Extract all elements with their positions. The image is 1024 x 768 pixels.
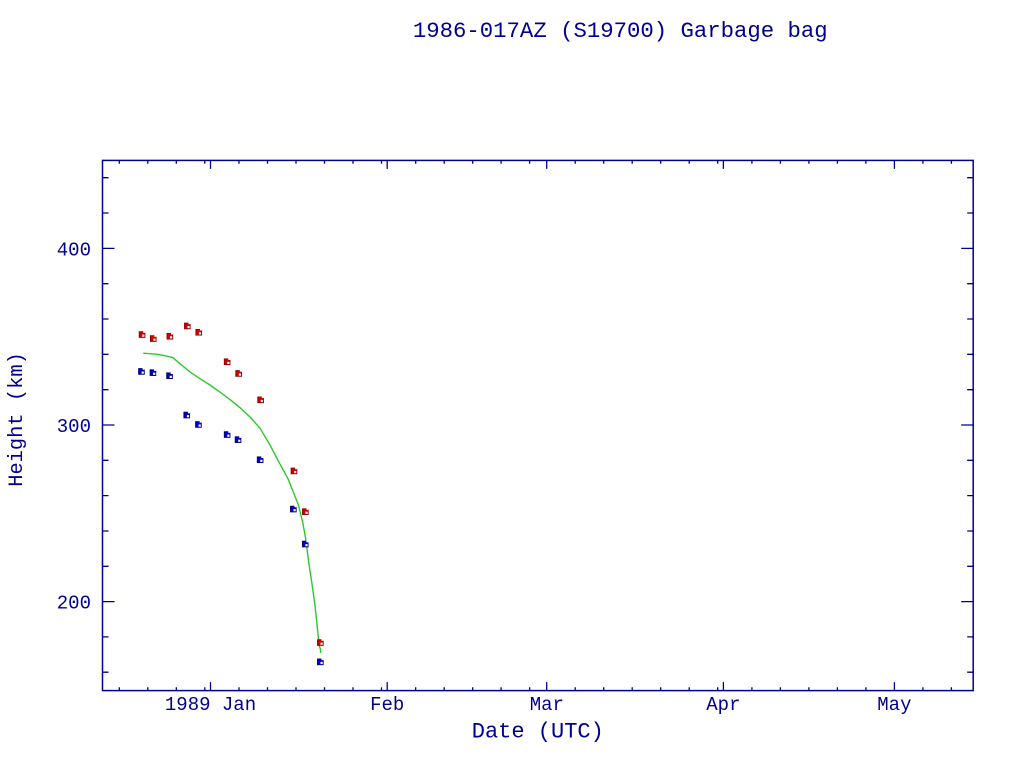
svg-text:400: 400: [57, 239, 91, 261]
svg-text:Date (UTC): Date (UTC): [472, 720, 604, 745]
svg-text:300: 300: [57, 416, 91, 438]
svg-text:Mar: Mar: [530, 694, 564, 716]
svg-text:1986-017AZ (S19700) Garbage ba: 1986-017AZ (S19700) Garbage bag: [413, 18, 828, 44]
svg-text:1989 Jan: 1989 Jan: [165, 694, 256, 716]
svg-text:Height (km): Height (km): [6, 352, 29, 487]
svg-text:May: May: [877, 694, 911, 716]
svg-text:Apr: Apr: [706, 694, 740, 716]
svg-text:Feb: Feb: [370, 694, 404, 716]
svg-text:200: 200: [57, 593, 91, 615]
